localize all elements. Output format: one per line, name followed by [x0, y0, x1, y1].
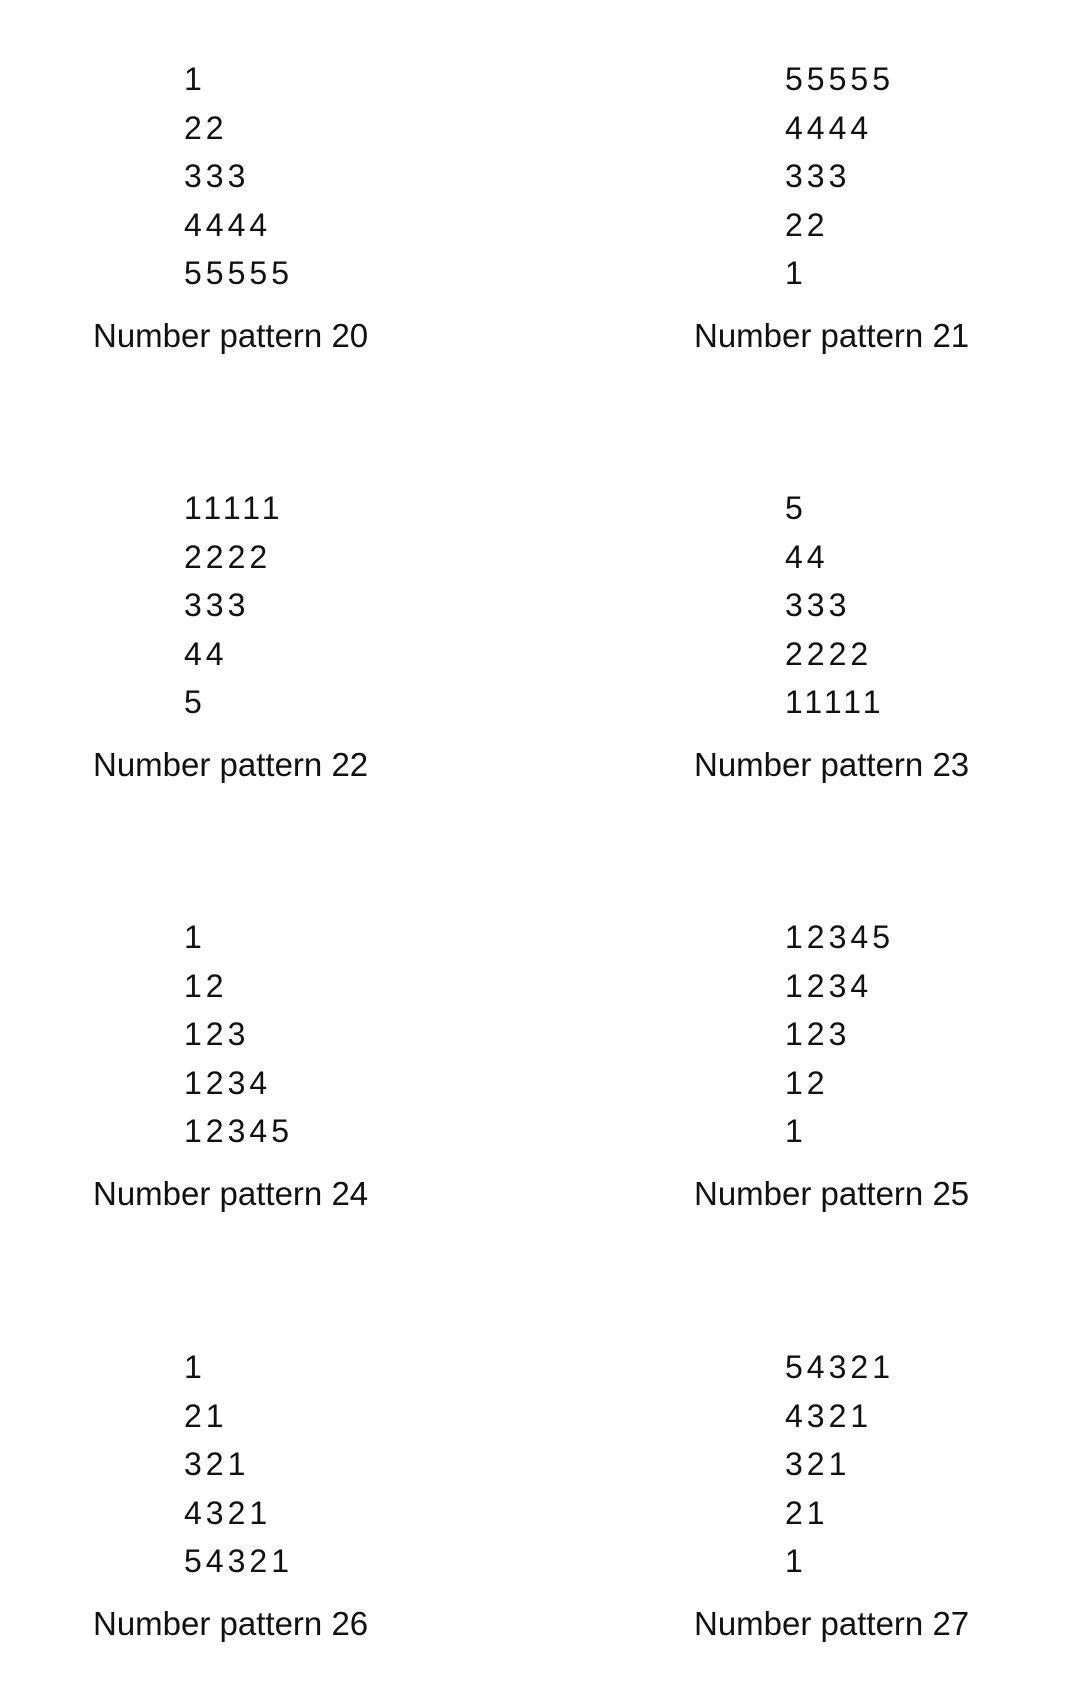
number-pattern-block: 1 12 123 1234 12345 Number pattern 24: [93, 913, 513, 1214]
number-pattern-rows: 11111 2222 333 44 5: [93, 484, 513, 727]
number-pattern-block: 55555 4444 333 22 1 Number pattern 21: [694, 55, 1077, 356]
pattern-row: 2222: [785, 635, 873, 672]
pattern-row: 333: [184, 587, 250, 623]
pattern-row: 321: [184, 1446, 250, 1482]
pattern-row: 333: [785, 587, 851, 623]
number-pattern-block: 11111 2222 333 44 5 Number pattern 22: [93, 484, 513, 785]
pattern-row: 321: [785, 1446, 851, 1482]
number-pattern-rows: 12345 1234 123 12 1: [694, 913, 1077, 1156]
pattern-row: 55555: [785, 61, 894, 97]
pattern-row: 22: [785, 206, 829, 243]
number-pattern-rows: 1 12 123 1234 12345: [93, 913, 513, 1156]
pattern-row: 333: [184, 158, 250, 194]
pattern-row: 1234: [184, 1064, 272, 1101]
number-pattern-rows: 1 22 333 4444 55555: [93, 55, 513, 298]
pattern-row: 12: [184, 967, 228, 1004]
pattern-caption: Number pattern 22: [93, 745, 369, 783]
pattern-caption: Number pattern 23: [694, 745, 970, 783]
number-pattern-rows: 1 21 321 4321 54321: [93, 1343, 513, 1586]
pattern-row: 1: [785, 1113, 807, 1149]
pattern-caption: Number pattern 24: [93, 1174, 369, 1212]
pattern-row: 1: [184, 61, 206, 97]
pattern-row: 1234: [785, 967, 873, 1004]
pattern-row: 123: [184, 1016, 250, 1052]
pattern-row: 4321: [184, 1494, 272, 1531]
pattern-row: 44: [785, 538, 829, 575]
pattern-row: 54321: [184, 1543, 293, 1579]
pattern-row: 55555: [184, 255, 293, 291]
pattern-row: 21: [785, 1494, 829, 1531]
pattern-row: 333: [785, 158, 851, 194]
number-pattern-block: 12345 1234 123 12 1 Number pattern 25: [694, 913, 1077, 1214]
pattern-row: 2222: [184, 538, 272, 575]
pattern-row: 1: [184, 1349, 206, 1385]
number-pattern-rows: 55555 4444 333 22 1: [694, 55, 1077, 298]
number-pattern-block: 5 44 333 2222 11111 Number pattern 23: [694, 484, 1077, 785]
pattern-row: 1: [785, 1543, 807, 1579]
number-pattern-block: 1 21 321 4321 54321 Number pattern 26: [93, 1343, 513, 1644]
pattern-row: 4444: [785, 109, 873, 146]
pattern-row: 54321: [785, 1349, 894, 1385]
number-pattern-rows: 5 44 333 2222 11111: [694, 484, 1077, 727]
pattern-row: 11111: [785, 684, 885, 720]
pattern-row: 12: [785, 1064, 829, 1101]
pattern-caption: Number pattern 27: [694, 1604, 970, 1642]
pattern-caption: Number pattern 25: [694, 1174, 970, 1212]
pattern-row: 5: [785, 490, 807, 526]
number-pattern-rows: 54321 4321 321 21 1: [694, 1343, 1077, 1586]
pattern-caption: Number pattern 26: [93, 1604, 369, 1642]
pattern-row: 4321: [785, 1397, 873, 1434]
pattern-row: 12345: [184, 1113, 293, 1149]
pattern-row: 5: [184, 684, 206, 720]
pattern-row: 21: [184, 1397, 228, 1434]
pattern-row: 123: [785, 1016, 851, 1052]
number-pattern-block: 54321 4321 321 21 1 Number pattern 27: [694, 1343, 1077, 1644]
pattern-row: 11111: [184, 490, 284, 526]
number-pattern-block: 1 22 333 4444 55555 Number pattern 20: [93, 55, 513, 356]
pattern-caption: Number pattern 21: [694, 316, 970, 354]
pattern-row: 22: [184, 109, 228, 146]
pattern-row: 4444: [184, 206, 272, 243]
pattern-caption: Number pattern 20: [93, 316, 369, 354]
pattern-row: 1: [785, 255, 807, 291]
pattern-row: 44: [184, 635, 228, 672]
pattern-row: 12345: [785, 919, 894, 955]
pattern-row: 1: [184, 919, 206, 955]
